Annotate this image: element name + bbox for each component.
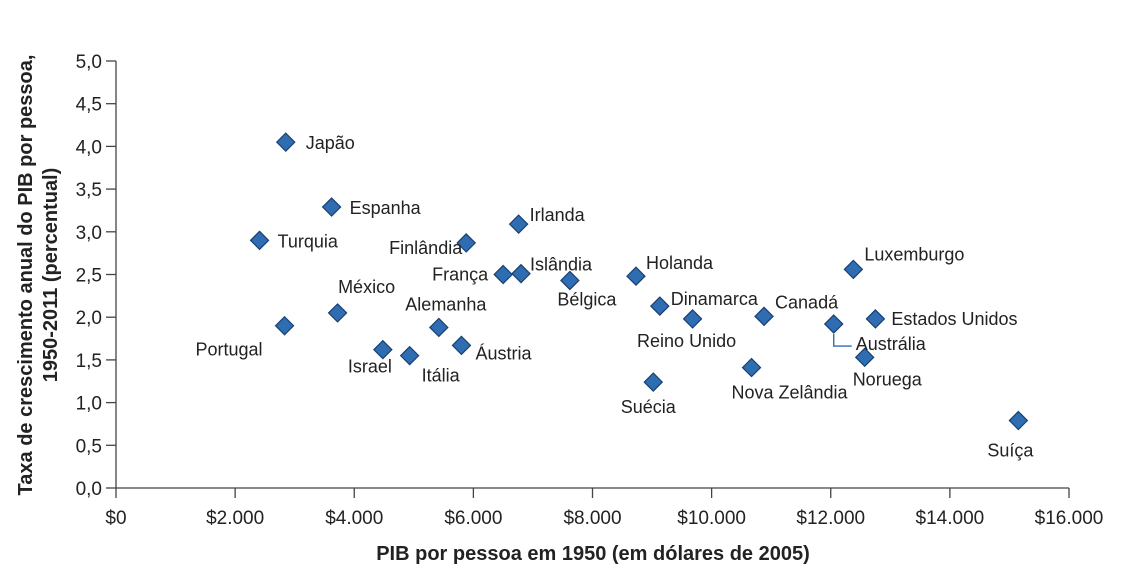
label-israel: Israel: [348, 357, 392, 377]
point-labels: Japão Espanha Turquia Irlanda Finlândia Franç…: [196, 133, 1035, 460]
label-suica: Suíça: [987, 441, 1034, 461]
label-portugal: Portugal: [196, 340, 263, 360]
x-tick-label: $8.000: [563, 508, 621, 529]
point-espanha: [321, 197, 342, 217]
y-tick-label: 3,0: [76, 223, 102, 244]
label-turquia: Turquia: [278, 231, 339, 251]
point-mexico: [327, 303, 348, 323]
label-italia: Itália: [422, 366, 461, 386]
point-turquia: [249, 230, 270, 251]
point-portugal: [274, 315, 295, 336]
point-islandia: [511, 263, 531, 284]
point-holanda: [626, 266, 646, 287]
label-nova-zelandia: Nova Zelândia: [731, 383, 848, 403]
point-canada: [754, 306, 774, 327]
point-suica: [1008, 410, 1029, 431]
label-estados-unidos: Estados Unidos: [891, 309, 1017, 329]
x-tick-label: $10.000: [677, 508, 746, 529]
point-italia: [399, 345, 420, 366]
label-finlandia: Finlândia: [389, 238, 463, 258]
label-austria: Áustria: [475, 343, 532, 363]
label-franca: França: [432, 265, 489, 285]
point-australia: [823, 314, 844, 334]
y-tick-label: 1,5: [76, 351, 102, 372]
x-tick-label: $0: [105, 508, 126, 529]
point-alemanha: [428, 317, 449, 338]
point-reino-unido: [682, 309, 703, 329]
label-noruega: Noruega: [853, 369, 923, 389]
point-luxemburgo: [843, 259, 864, 280]
point-irlanda: [508, 214, 529, 234]
label-luxemburgo: Luxemburgo: [864, 244, 964, 264]
point-estados-unidos: [865, 309, 886, 329]
point-belgica: [560, 270, 580, 291]
label-espanha: Espanha: [350, 198, 422, 218]
leader-line-australia: [833, 334, 852, 347]
x-tick-label: $14.000: [916, 508, 985, 529]
point-nova-zelandia: [741, 357, 762, 378]
label-canada: Canadá: [775, 292, 839, 312]
label-holanda: Holanda: [646, 253, 714, 273]
x-tick-label: $4.000: [325, 508, 383, 529]
label-japao: Japão: [306, 133, 355, 153]
point-austria: [451, 335, 472, 356]
point-finlandia: [456, 233, 477, 253]
y-axis-title-line1: Taxa de crescimento anual do PIB por pes…: [15, 55, 37, 496]
label-mexico: México: [338, 277, 395, 297]
point-israel: [372, 339, 393, 360]
x-tick-label: $2.000: [206, 508, 264, 529]
y-tick-label: 2,0: [76, 308, 102, 329]
data-points: [249, 132, 1029, 431]
label-reino-unido: Reino Unido: [637, 331, 736, 351]
y-axis-title-line2: 1950-2011 (percentual): [40, 168, 62, 383]
y-tick-label: 3,5: [76, 180, 102, 201]
y-tick-label: 1,0: [76, 394, 102, 415]
label-dinamarca: Dinamarca: [671, 289, 759, 309]
label-irlanda: Irlanda: [530, 205, 586, 225]
y-tick-label: 2,5: [76, 266, 102, 287]
point-japao: [275, 132, 296, 152]
y-tick-label: 5,0: [76, 52, 102, 73]
label-suecia: Suécia: [621, 397, 677, 417]
label-islandia: Islândia: [530, 255, 593, 275]
label-australia: Austrália: [856, 334, 927, 354]
label-alemanha: Alemanha: [405, 294, 487, 314]
y-tick-label: 0,0: [76, 479, 102, 500]
y-tick-label: 4,5: [76, 95, 102, 116]
x-axis-title: PIB por pessoa em 1950 (em dólares de 20…: [376, 543, 810, 565]
x-tick-label: $12.000: [796, 508, 865, 529]
y-tick-label: 0,5: [76, 436, 102, 457]
point-noruega: [854, 347, 875, 368]
label-belgica: Bélgica: [557, 289, 617, 309]
point-dinamarca: [649, 296, 670, 316]
point-franca: [493, 264, 514, 285]
y-tick-label: 4,0: [76, 137, 102, 158]
x-tick-label: $16.000: [1035, 508, 1104, 529]
point-suecia: [643, 372, 664, 392]
axes: 0,0 0,5 1,0 1,5 2,0 2,5 3,0 3,5 4,0 4,5 5,0 $0 $2.00…: [76, 52, 1104, 529]
x-tick-label: $6.000: [444, 508, 502, 529]
